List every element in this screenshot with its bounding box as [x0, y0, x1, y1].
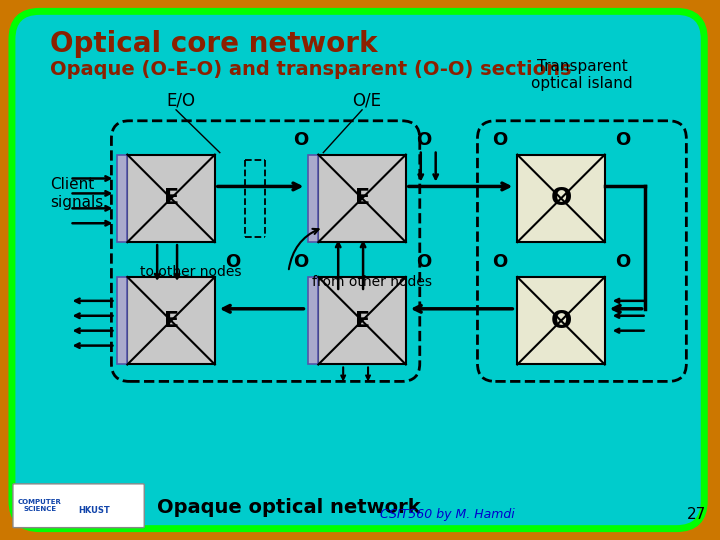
FancyBboxPatch shape — [12, 11, 704, 529]
Bar — [318, 277, 406, 364]
Text: O: O — [293, 131, 308, 149]
Text: CSIT560 by M. Hamdi: CSIT560 by M. Hamdi — [380, 508, 515, 521]
Text: O: O — [615, 131, 630, 149]
Text: E: E — [354, 188, 369, 208]
Text: Transparent
optical island: Transparent optical island — [531, 58, 633, 91]
Bar — [127, 277, 215, 364]
Text: HKUST: HKUST — [78, 506, 110, 515]
Text: O: O — [550, 309, 572, 333]
Bar — [517, 154, 605, 242]
Bar — [117, 277, 127, 364]
Text: O: O — [416, 131, 431, 149]
Bar — [308, 277, 318, 364]
Bar — [517, 277, 605, 364]
Text: O: O — [615, 253, 630, 271]
Text: E: E — [163, 310, 179, 330]
Text: E/O: E/O — [166, 92, 196, 110]
Text: 27: 27 — [687, 507, 706, 522]
Text: O: O — [293, 253, 308, 271]
Bar — [117, 154, 127, 242]
Text: O: O — [492, 253, 507, 271]
FancyBboxPatch shape — [13, 484, 144, 528]
Text: E: E — [354, 310, 369, 330]
Text: COMPUTER
SCIENCE: COMPUTER SCIENCE — [18, 500, 62, 512]
Bar — [308, 154, 318, 242]
Text: E: E — [163, 188, 179, 208]
Text: O/E: O/E — [353, 92, 382, 110]
Text: Optical core network: Optical core network — [50, 30, 377, 58]
Bar — [127, 154, 215, 242]
Text: Client
signals: Client signals — [50, 177, 103, 210]
Bar — [318, 154, 406, 242]
Text: to other nodes: to other nodes — [140, 265, 242, 279]
Text: O: O — [225, 253, 240, 271]
Text: Opaque (O-E-O) and transparent (O-O) sections: Opaque (O-E-O) and transparent (O-O) sec… — [50, 59, 571, 78]
Text: Opaque optical network: Opaque optical network — [157, 498, 420, 517]
Text: O: O — [492, 131, 507, 149]
Text: O: O — [550, 186, 572, 211]
Text: from other nodes: from other nodes — [312, 275, 432, 289]
Text: O: O — [416, 253, 431, 271]
